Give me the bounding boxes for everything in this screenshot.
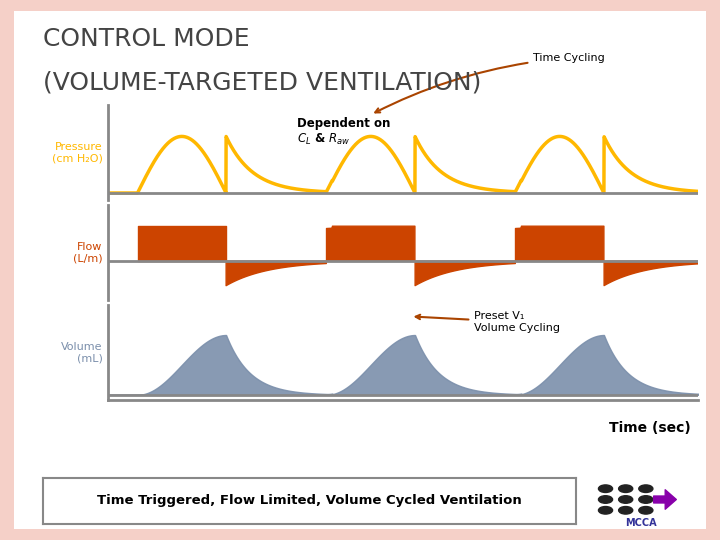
FancyArrowPatch shape: [654, 490, 676, 509]
Circle shape: [639, 485, 653, 492]
Text: Dependent on
$C_L$ & $R_{aw}$: Dependent on $C_L$ & $R_{aw}$: [297, 117, 390, 147]
Y-axis label: Pressure
(cm H₂O): Pressure (cm H₂O): [52, 141, 102, 163]
Circle shape: [639, 496, 653, 503]
Circle shape: [618, 485, 633, 492]
Circle shape: [618, 496, 633, 503]
Text: Time Cycling: Time Cycling: [375, 53, 605, 112]
Circle shape: [639, 507, 653, 514]
Circle shape: [598, 496, 613, 503]
Text: (VOLUME-TARGETED VENTILATION): (VOLUME-TARGETED VENTILATION): [43, 70, 482, 94]
Text: CONTROL MODE: CONTROL MODE: [43, 27, 250, 51]
Circle shape: [598, 507, 613, 514]
Y-axis label: Flow
(L/m): Flow (L/m): [73, 241, 102, 263]
Y-axis label: Volume
(mL): Volume (mL): [61, 341, 102, 363]
Circle shape: [618, 507, 633, 514]
Text: Time (sec): Time (sec): [609, 421, 691, 435]
Text: MCCA: MCCA: [625, 518, 657, 528]
Text: Time Triggered, Flow Limited, Volume Cycled Ventilation: Time Triggered, Flow Limited, Volume Cyc…: [97, 494, 522, 508]
Text: Preset V₁
Volume Cycling: Preset V₁ Volume Cycling: [415, 311, 560, 333]
Circle shape: [598, 485, 613, 492]
